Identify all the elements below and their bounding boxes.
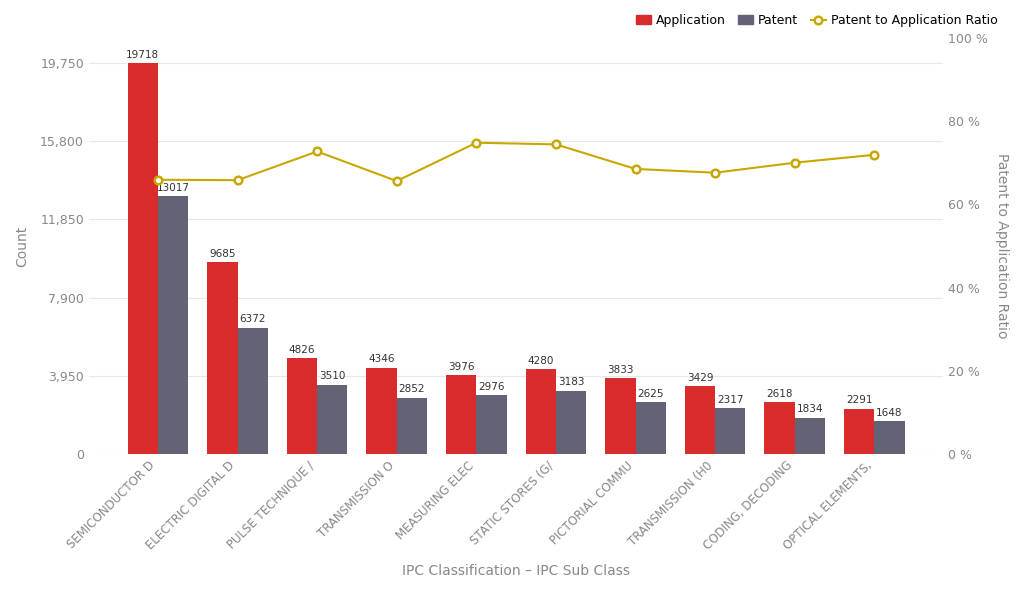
X-axis label: IPC Classification – IPC Sub Class: IPC Classification – IPC Sub Class	[402, 564, 630, 578]
Patent to Application Ratio	[311, 148, 324, 155]
Text: 2291: 2291	[846, 395, 872, 405]
Bar	[715, 408, 745, 454]
Bar	[874, 422, 904, 454]
Text: 9685: 9685	[209, 248, 236, 259]
Y-axis label: Patent to Application Ratio: Patent to Application Ratio	[995, 153, 1009, 339]
Text: 3833: 3833	[607, 365, 634, 375]
Patent to Application Ratio	[152, 176, 164, 183]
Patent to Application Ratio	[630, 165, 642, 173]
Text: 2625: 2625	[637, 388, 664, 398]
Bar	[207, 262, 238, 454]
Bar	[128, 63, 158, 454]
Bar	[158, 196, 188, 454]
Patent to Application Ratio	[390, 177, 402, 184]
Text: 4280: 4280	[527, 356, 554, 366]
Bar	[525, 369, 556, 454]
Patent to Application Ratio	[868, 151, 881, 158]
Bar	[446, 375, 476, 454]
Bar	[367, 368, 396, 454]
Bar	[795, 418, 825, 454]
Text: 3183: 3183	[558, 378, 585, 387]
Text: 2976: 2976	[478, 381, 505, 391]
Bar	[287, 359, 317, 454]
Patent to Application Ratio	[550, 141, 562, 148]
Text: 4826: 4826	[289, 345, 315, 355]
Text: 3429: 3429	[687, 372, 714, 382]
Bar	[238, 328, 268, 454]
Text: 1648: 1648	[877, 408, 903, 418]
Text: 2317: 2317	[717, 395, 743, 404]
Bar	[844, 409, 874, 454]
Bar	[476, 395, 507, 454]
Text: 4346: 4346	[369, 355, 395, 365]
Text: 6372: 6372	[240, 314, 266, 324]
Text: 2852: 2852	[398, 384, 425, 394]
Y-axis label: Count: Count	[15, 225, 29, 267]
Text: 19718: 19718	[126, 50, 160, 60]
Text: 3976: 3976	[447, 362, 474, 372]
Text: 2618: 2618	[766, 388, 793, 398]
Text: 1834: 1834	[797, 404, 823, 415]
Bar	[317, 385, 347, 454]
Patent to Application Ratio	[709, 169, 721, 176]
Patent to Application Ratio	[788, 159, 801, 166]
Bar	[605, 378, 636, 454]
Patent to Application Ratio	[470, 139, 482, 146]
Bar	[556, 391, 586, 454]
Bar	[636, 402, 666, 454]
Patent to Application Ratio	[231, 177, 244, 184]
Bar	[396, 398, 427, 454]
Bar	[685, 386, 715, 454]
Text: 3510: 3510	[319, 371, 345, 381]
Text: 13017: 13017	[157, 183, 189, 193]
Line: Patent to Application Ratio: Patent to Application Ratio	[155, 139, 879, 185]
Legend: Application, Patent, Patent to Application Ratio: Application, Patent, Patent to Applicati…	[631, 9, 1002, 32]
Bar	[765, 402, 795, 454]
